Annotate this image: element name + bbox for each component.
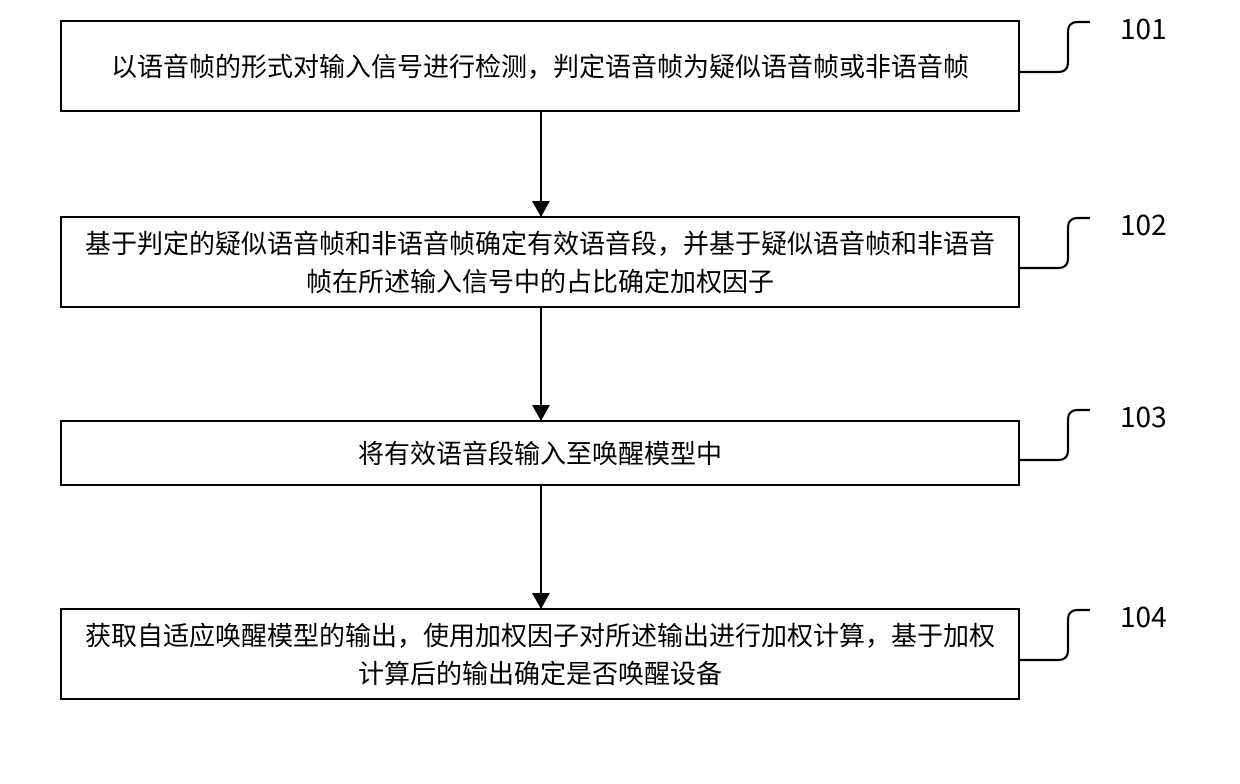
flow-node-2-label: 102 xyxy=(1120,204,1167,244)
flow-node-1-bracket xyxy=(1020,20,1090,79)
flow-node-1-label: 101 xyxy=(1120,8,1167,48)
flow-node-2-bracket xyxy=(1020,216,1090,275)
flow-node-3-bracket xyxy=(1020,408,1090,467)
flow-node-1: 以语音帧的形式对输入信号进行检测，判定语音帧为疑似语音帧或非语音帧 xyxy=(60,20,1020,112)
flowchart-canvas: 以语音帧的形式对输入信号进行检测，判定语音帧为疑似语音帧或非语音帧 101 基于… xyxy=(0,0,1240,784)
arrow-3-4 xyxy=(540,486,542,608)
flow-node-1-text: 以语音帧的形式对输入信号进行检测，判定语音帧为疑似语音帧或非语音帧 xyxy=(111,47,969,85)
flow-node-3-label: 103 xyxy=(1120,396,1167,436)
arrow-2-3 xyxy=(540,308,542,420)
flow-node-4-label: 104 xyxy=(1120,596,1167,636)
flow-node-3: 将有效语音段输入至唤醒模型中 xyxy=(60,420,1020,486)
flow-node-2-text: 基于判定的疑似语音帧和非语音帧确定有效语音段，并基于疑似语音帧和非语音帧在所述输… xyxy=(82,224,998,299)
flow-node-4-bracket xyxy=(1020,608,1090,667)
flow-node-3-text: 将有效语音段输入至唤醒模型中 xyxy=(358,434,722,472)
flow-node-4: 获取自适应唤醒模型的输出，使用加权因子对所述输出进行加权计算，基于加权计算后的输… xyxy=(60,608,1020,700)
flow-node-4-text: 获取自适应唤醒模型的输出，使用加权因子对所述输出进行加权计算，基于加权计算后的输… xyxy=(82,616,998,691)
arrow-1-2 xyxy=(540,112,542,216)
flow-node-2: 基于判定的疑似语音帧和非语音帧确定有效语音段，并基于疑似语音帧和非语音帧在所述输… xyxy=(60,216,1020,308)
